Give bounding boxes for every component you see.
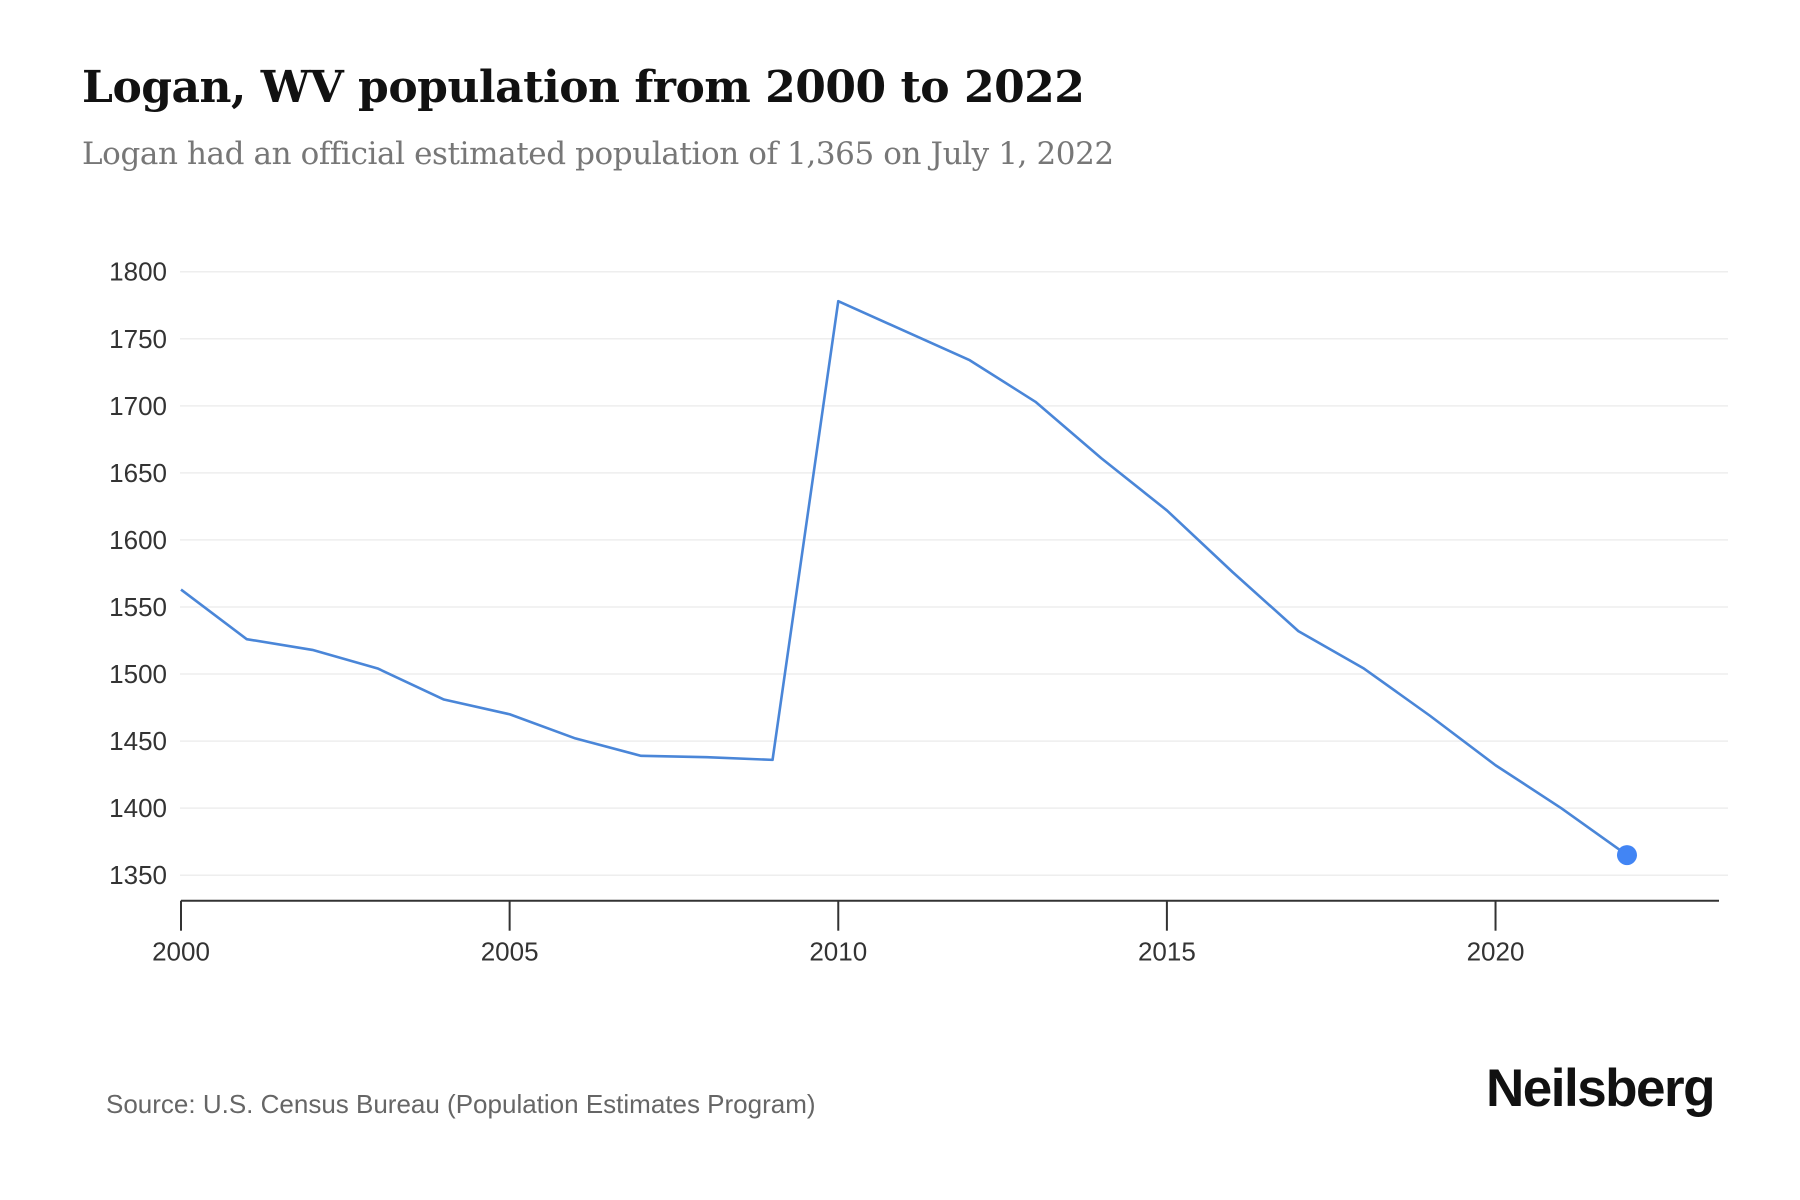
y-tick-label: 1550 [109, 592, 167, 622]
chart-title: Logan, WV population from 2000 to 2022 [82, 62, 1085, 113]
population-line [180, 299, 1628, 857]
y-tick-label: 1650 [109, 458, 167, 488]
y-tick-label: 1700 [109, 391, 167, 421]
y-tick-label: 1500 [109, 659, 167, 689]
x-axis: 2000 2005 2010 2015 2020 [152, 899, 1719, 967]
y-tick-label: 1750 [109, 324, 167, 354]
y-tick-label: 1450 [109, 726, 167, 756]
latest-value-marker [1616, 845, 1637, 866]
y-tick-label: 1350 [109, 860, 167, 890]
chart-subtitle: Logan had an official estimated populati… [82, 136, 1114, 172]
x-tick-label: 2010 [809, 937, 867, 967]
y-tick-label: 1400 [109, 793, 167, 823]
x-tick-label: 2000 [152, 937, 210, 967]
x-tick-label: 2020 [1467, 937, 1525, 967]
y-tick-label: 1600 [109, 525, 167, 555]
y-tick-label: 1800 [109, 257, 167, 287]
series-population [180, 299, 1637, 866]
source-note: Source: U.S. Census Bureau (Population E… [106, 1089, 816, 1119]
y-axis-ticks: 1350 1400 1450 1500 1550 1600 1650 1700 1750 1800 [109, 257, 167, 891]
gridlines [180, 270, 1728, 876]
x-tick-label: 2015 [1138, 937, 1196, 967]
brand-logo: Neilsberg [1486, 1059, 1716, 1118]
x-tick-label: 2005 [481, 937, 539, 967]
